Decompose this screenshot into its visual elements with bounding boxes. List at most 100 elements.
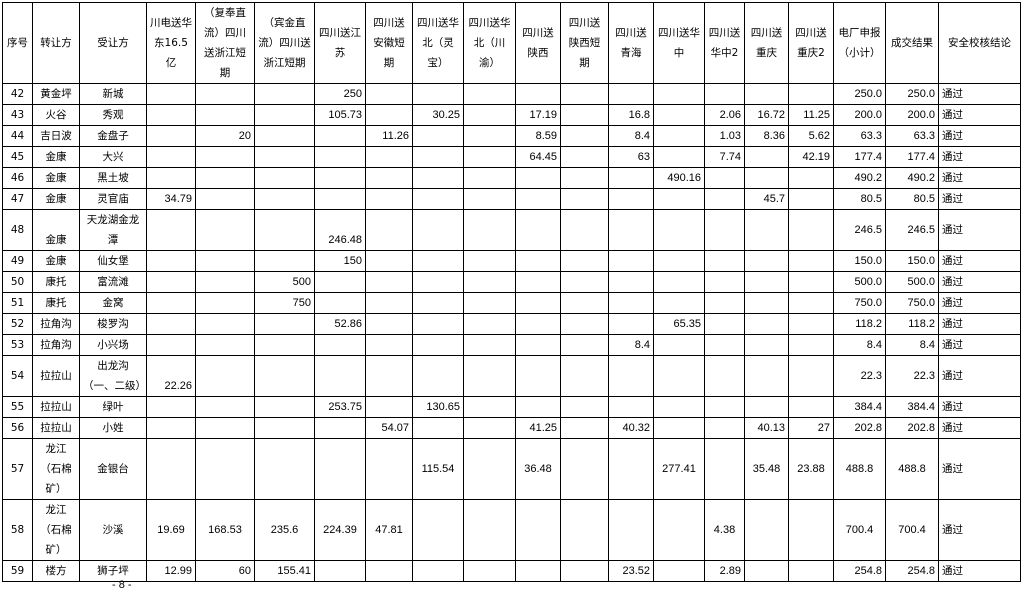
value-cell: 23.52 [608, 560, 654, 582]
value-cell: 19.69 [146, 499, 196, 561]
value-cell: 8.36 [744, 125, 789, 147]
value-cell [560, 167, 609, 189]
value-cell: 63.3 [885, 125, 939, 147]
value-cell [515, 292, 561, 314]
value-cell [608, 396, 654, 418]
value-cell: 34.79 [146, 188, 196, 210]
value-cell [653, 146, 705, 168]
column-header: 四川送华北（川渝） [463, 2, 516, 84]
value-cell [560, 560, 609, 582]
value-cell [704, 83, 745, 105]
value-cell [515, 83, 561, 105]
value-cell [254, 188, 315, 210]
value-cell [146, 83, 196, 105]
value-cell [744, 250, 789, 272]
transferee-cell: 仙女堡 [79, 250, 147, 272]
value-cell [365, 313, 413, 335]
value-cell: 155.41 [254, 560, 315, 582]
value-cell [195, 396, 255, 418]
value-cell [195, 188, 255, 210]
table-row: 59 楼方 狮子坪 12.99 60 155.41 23.52 2.89 254.8 254.8 通… [2, 560, 1021, 582]
value-cell: 250.0 [885, 83, 939, 105]
value-cell: 384.4 [833, 396, 886, 418]
value-cell [653, 188, 705, 210]
value-cell [608, 438, 654, 500]
value-cell: 40.13 [744, 417, 789, 439]
value-cell [412, 188, 464, 210]
value-cell: 64.45 [515, 146, 561, 168]
value-cell [314, 125, 366, 147]
safety-check-cell: 通过 [938, 104, 1021, 126]
value-cell [608, 271, 654, 293]
value-cell [704, 313, 745, 335]
value-cell [704, 334, 745, 356]
value-cell [560, 188, 609, 210]
value-cell: 224.39 [314, 499, 366, 561]
safety-check-cell: 通过 [938, 167, 1021, 189]
value-cell [744, 355, 789, 397]
value-cell: 8.59 [515, 125, 561, 147]
value-cell: 200.0 [833, 104, 886, 126]
value-cell: 22.3 [885, 355, 939, 397]
value-cell [463, 499, 516, 561]
value-cell [653, 396, 705, 418]
transferee-cell: 金盘子 [79, 125, 147, 147]
transferor-cell: 吉日波 [32, 125, 80, 147]
safety-check-cell: 通过 [938, 438, 1021, 500]
value-cell: 246.5 [885, 209, 939, 251]
value-cell: 150.0 [833, 250, 886, 272]
value-cell [365, 396, 413, 418]
transferor-cell: 康托 [32, 292, 80, 314]
value-cell [463, 146, 516, 168]
value-cell [704, 250, 745, 272]
column-header: 四川送青海 [608, 2, 654, 84]
value-cell [653, 355, 705, 397]
value-cell: 16.72 [744, 104, 789, 126]
transferee-cell: 金窝 [79, 292, 147, 314]
row-number: 45 [2, 146, 33, 168]
value-cell: 63.3 [833, 125, 886, 147]
value-cell: 500 [254, 271, 315, 293]
value-cell [146, 313, 196, 335]
value-cell [560, 104, 609, 126]
value-cell [788, 560, 834, 582]
column-header: 川电送华东16.5亿 [146, 2, 196, 84]
value-cell [560, 396, 609, 418]
transferee-cell: 秀观 [79, 104, 147, 126]
value-cell: 5.62 [788, 125, 834, 147]
safety-check-cell: 通过 [938, 146, 1021, 168]
value-cell [195, 271, 255, 293]
value-cell [463, 560, 516, 582]
table-row: 48 金康 天龙湖金龙潭 246.48 246.5 246.5 通过 [2, 209, 1021, 251]
safety-check-cell: 通过 [938, 499, 1021, 561]
value-cell [744, 83, 789, 105]
transferee-cell: 出龙沟（一、二级） [79, 355, 147, 397]
column-header: 四川送陕西 [515, 2, 561, 84]
value-cell: 253.75 [314, 396, 366, 418]
value-cell [314, 417, 366, 439]
value-cell [704, 417, 745, 439]
value-cell: 36.48 [515, 438, 561, 500]
value-cell: 41.25 [515, 417, 561, 439]
safety-check-cell: 通过 [938, 188, 1021, 210]
value-cell: 750.0 [833, 292, 886, 314]
value-cell [653, 560, 705, 582]
column-header: 四川送华中 [653, 2, 705, 84]
value-cell: 105.73 [314, 104, 366, 126]
column-header: 四川送华北（灵宝） [412, 2, 464, 84]
value-cell [195, 250, 255, 272]
column-header: 成交结果 [885, 2, 939, 84]
value-cell [195, 355, 255, 397]
row-number: 46 [2, 167, 33, 189]
transferor-cell: 拉拉山 [32, 396, 80, 418]
value-cell [560, 250, 609, 272]
table-row: 44 吉日波 金盘子 20 11.26 8.59 8.4 1.03 8.36 5.62 63.3 63… [2, 125, 1021, 147]
value-cell [653, 83, 705, 105]
value-cell [254, 146, 315, 168]
value-cell [195, 104, 255, 126]
transferor-cell: 金康 [32, 209, 80, 251]
value-cell [744, 271, 789, 293]
row-number: 47 [2, 188, 33, 210]
transferor-cell: 康托 [32, 271, 80, 293]
value-cell: 254.8 [833, 560, 886, 582]
